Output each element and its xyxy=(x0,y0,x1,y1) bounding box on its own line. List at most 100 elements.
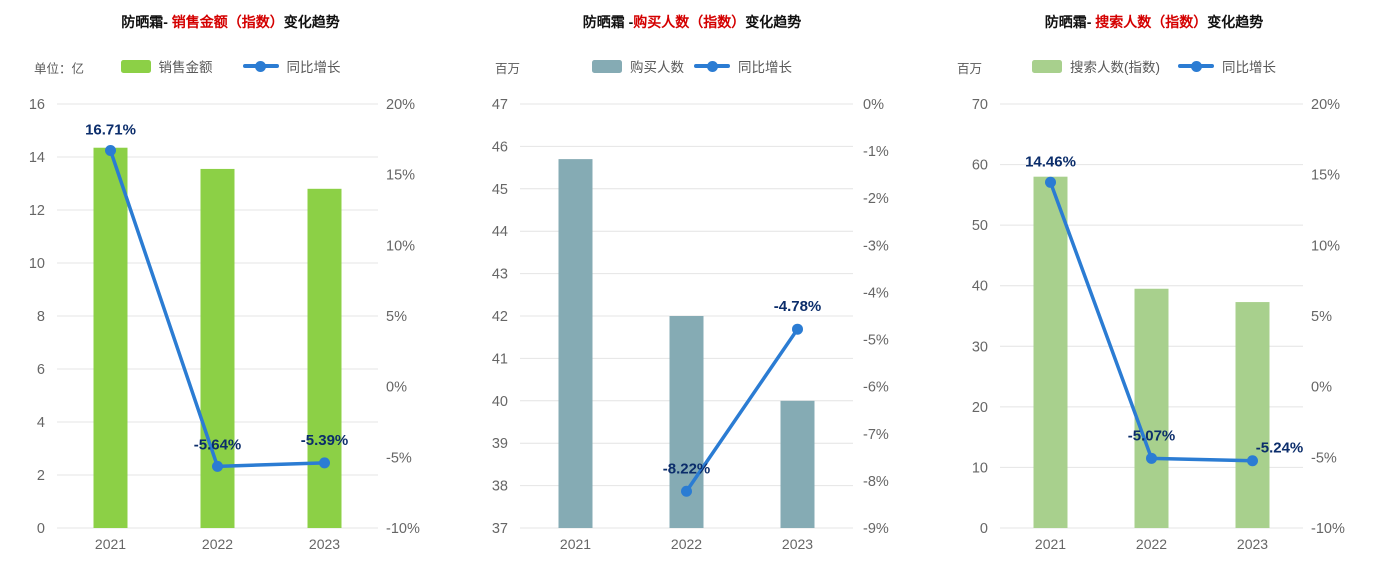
legend-item-bar-series[interactable]: 购买人数 xyxy=(592,56,684,76)
legend-item-line-series[interactable]: 同比增长 xyxy=(694,56,792,76)
chart-title-suffix: 变化趋势 xyxy=(745,14,802,30)
x-axis-category-label: 2022 xyxy=(202,536,233,552)
axis-unit-label: 百万 xyxy=(957,62,983,76)
legend-item-line-series[interactable]: 同比增长 xyxy=(1178,56,1276,76)
y-axis-tick-label: 10 xyxy=(972,460,988,476)
data-point-2021[interactable] xyxy=(105,144,116,156)
right-axis-tick-label: 20% xyxy=(1311,97,1340,113)
chart-title: 防晒霜- 销售金额（指数）变化趋势 xyxy=(0,12,461,32)
chart-title-highlight: 搜索人数（指数） xyxy=(1095,14,1208,30)
bar-2023[interactable] xyxy=(780,400,815,528)
data-point-label: -5.64% xyxy=(194,436,242,453)
y-axis-tick-label: 43 xyxy=(492,267,508,283)
chart-panel-buyer-count: 防晒霜 -购买人数（指数）变化趋势 百万 购买人数 同比增长 47 46 45 44 4… xyxy=(461,0,923,580)
x-axis-category-label: 2023 xyxy=(1237,536,1268,552)
axis-unit-label: 百万 xyxy=(495,62,521,76)
data-point-2022[interactable] xyxy=(212,460,223,472)
legend-label: 销售金额 xyxy=(158,60,213,75)
data-point-label: 16.71% xyxy=(85,121,136,138)
right-axis-tick-label: -4% xyxy=(863,285,889,301)
data-point-2023[interactable] xyxy=(792,323,803,335)
bar-2023[interactable] xyxy=(307,188,342,529)
chart-canvas: 47 46 45 44 43 42 41 40 39 38 37 0% -1% -2% -3% -4% -5% -… xyxy=(492,97,889,552)
data-point-label: -5.24% xyxy=(1256,440,1304,457)
y-axis-tick-label: 6 xyxy=(37,362,45,378)
y-axis-tick-label: 4 xyxy=(37,415,45,431)
y-axis-tick-label: 0 xyxy=(980,521,988,537)
legend-label: 同比增长 xyxy=(1222,60,1276,75)
chart-title-prefix: 防晒霜- xyxy=(1044,14,1096,30)
right-axis-tick-label: 0% xyxy=(386,380,407,396)
y-axis-tick-label: 10 xyxy=(29,256,45,272)
trend-line xyxy=(684,327,800,494)
y-axis-tick-label: 8 xyxy=(37,309,45,325)
right-axis-tick-label: -2% xyxy=(863,191,889,207)
chart-title-highlight: 购买人数（指数） xyxy=(633,14,746,30)
y-axis-tick-label: 70 xyxy=(972,97,988,113)
right-axis-tick-label: -6% xyxy=(863,380,889,396)
x-axis-category-label: 2021 xyxy=(560,536,591,552)
chart-canvas: 70 60 50 40 30 20 10 0 20% 15% 10% 5% 0% -5% -10% 14.46… xyxy=(972,97,1345,552)
x-axis-category-label: 2023 xyxy=(782,536,813,552)
bar-2021[interactable] xyxy=(558,159,593,528)
data-point-2023[interactable] xyxy=(1247,455,1258,467)
right-axis-tick-label: 10% xyxy=(1311,238,1340,254)
bar-2022[interactable] xyxy=(200,168,235,529)
y-axis-tick-label: 38 xyxy=(492,479,508,495)
y-axis-tick-label: 50 xyxy=(972,218,988,234)
right-axis-tick-label: -3% xyxy=(863,238,889,254)
y-axis-tick-label: 30 xyxy=(972,339,988,355)
data-point-2021[interactable] xyxy=(1045,176,1056,188)
y-axis-tick-label: 40 xyxy=(492,394,508,410)
x-axis-category-label: 2023 xyxy=(309,536,340,552)
legend-label: 搜索人数(指数) xyxy=(1070,60,1160,75)
right-axis-tick-label: 10% xyxy=(386,238,415,254)
legend-label: 同比增长 xyxy=(286,60,341,75)
legend-label: 购买人数 xyxy=(630,60,684,75)
y-axis-tick-label: 42 xyxy=(492,309,508,325)
x-axis-category-label: 2021 xyxy=(95,536,126,552)
right-axis-tick-label: 5% xyxy=(386,309,407,325)
right-axis-tick-label: 15% xyxy=(1311,168,1340,184)
y-axis-tick-label: 47 xyxy=(492,97,508,113)
bar-2023[interactable] xyxy=(1235,302,1270,528)
y-axis-tick-label: 37 xyxy=(492,521,508,537)
bar-series-swatch-icon xyxy=(1032,59,1062,73)
x-axis-category-label: 2022 xyxy=(1136,536,1167,552)
right-axis-tick-label: -10% xyxy=(386,521,420,537)
legend-item-line-series[interactable]: 同比增长 xyxy=(242,56,341,76)
legend: 购买人数 同比增长 xyxy=(461,56,923,76)
data-point-label: -5.39% xyxy=(301,432,349,449)
data-point-label: -8.22% xyxy=(663,460,711,477)
chart-panel-search-count: 防晒霜- 搜索人数（指数）变化趋势 百万 搜索人数(指数) 同比增长 70 60 5… xyxy=(923,0,1385,580)
right-axis-tick-label: -9% xyxy=(863,521,889,537)
y-axis-tick-label: 14 xyxy=(29,150,45,166)
data-point-2023[interactable] xyxy=(319,457,330,469)
legend: 销售金额 同比增长 xyxy=(0,56,461,76)
y-axis-tick-label: 39 xyxy=(492,436,508,452)
chart-title: 防晒霜 -购买人数（指数）变化趋势 xyxy=(461,12,923,32)
y-axis-tick-label: 12 xyxy=(29,203,45,219)
data-point-2022[interactable] xyxy=(681,485,692,497)
y-axis-tick-label: 44 xyxy=(492,224,508,240)
line-series-swatch-icon xyxy=(242,59,279,73)
bar-2022[interactable] xyxy=(1134,288,1169,528)
legend-item-bar-series[interactable]: 销售金额 xyxy=(120,56,213,76)
chart-title: 防晒霜- 搜索人数（指数）变化趋势 xyxy=(923,12,1385,32)
bar-series-swatch-icon xyxy=(120,59,151,73)
chart-title-suffix: 变化趋势 xyxy=(283,14,340,30)
bar-2021[interactable] xyxy=(93,147,128,528)
data-point-label: -5.07% xyxy=(1128,427,1176,444)
legend-item-bar-series[interactable]: 搜索人数(指数) xyxy=(1032,56,1160,76)
data-point-label: 14.46% xyxy=(1025,153,1076,170)
bar-2021[interactable] xyxy=(1033,176,1068,528)
right-axis-tick-label: 0% xyxy=(1311,380,1332,396)
right-axis-tick-label: 20% xyxy=(386,97,415,113)
line-series-swatch-icon xyxy=(1178,59,1214,73)
chart-canvas: 16 14 12 10 8 6 4 2 0 20% 15% 10% 5% 0% -5% -10% 16.71% -… xyxy=(29,97,420,552)
data-point-2022[interactable] xyxy=(1146,452,1157,464)
y-axis-tick-label: 41 xyxy=(492,351,508,367)
right-axis-tick-label: 15% xyxy=(386,168,415,184)
y-axis-tick-label: 46 xyxy=(492,139,508,155)
